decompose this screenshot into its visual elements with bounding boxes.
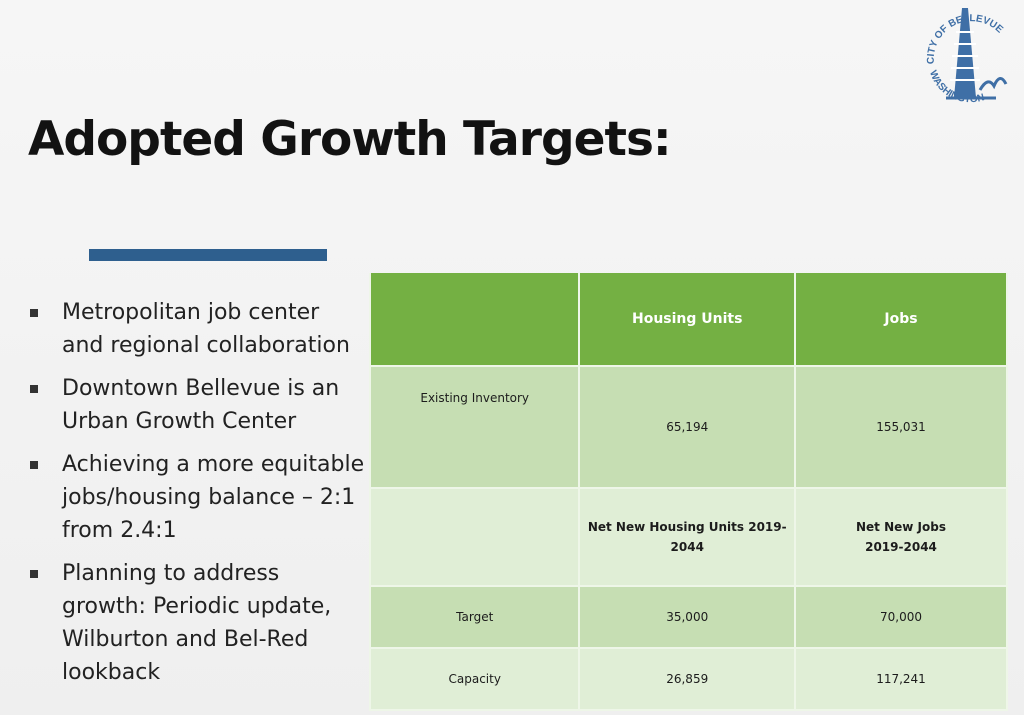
table-cell: 155,031: [794, 365, 1008, 489]
bullet-list: Metropolitan job center and regional col…: [26, 296, 366, 699]
table-header-cell: [368, 273, 581, 367]
bullet-item: Achieving a more equitable jobs/housing …: [26, 448, 366, 547]
page-title: Adopted Growth Targets:: [28, 112, 672, 167]
table-cell: 70,000: [794, 585, 1008, 649]
table-cell: 26,859: [578, 647, 797, 711]
table-cell: Net New Jobs 2019-2044: [794, 487, 1008, 587]
table-cell: Capacity: [368, 647, 581, 711]
bellevue-city-seal: CITY OF BELLEVUE WASHINGTON: [926, 8, 1008, 105]
table-cell: Target: [368, 585, 581, 649]
table-row: Capacity 26,859 117,241: [368, 647, 1008, 711]
bullet-text: Planning to address growth: Periodic upd…: [62, 561, 332, 685]
table-header-cell: Jobs: [794, 273, 1008, 367]
bullet-item: Downtown Bellevue is an Urban Growth Cen…: [26, 372, 366, 438]
table-cell: Existing Inventory: [368, 365, 581, 489]
accent-bar: [89, 249, 327, 261]
table-row: Target 35,000 70,000: [368, 585, 1008, 649]
bullet-square-icon: [30, 309, 38, 317]
bullet-text: Downtown Bellevue is an Urban Growth Cen…: [62, 376, 340, 434]
table-header-cell: Housing Units: [578, 273, 797, 367]
table-header-row: Housing Units Jobs: [368, 273, 1008, 367]
bullet-text: Metropolitan job center and regional col…: [62, 300, 350, 358]
growth-targets-table: Housing Units Jobs Existing Inventory 65…: [368, 273, 1008, 711]
bullet-text: Achieving a more equitable jobs/housing …: [62, 452, 365, 543]
table-row: Existing Inventory 65,194 155,031: [368, 365, 1008, 489]
table-cell-text: Net New Housing Units 2019-2044: [587, 520, 787, 554]
table-cell: 35,000: [578, 585, 797, 649]
table-cell: 117,241: [794, 647, 1008, 711]
bullet-square-icon: [30, 461, 38, 469]
table-row: Net New Housing Units 2019-2044 Net New …: [368, 487, 1008, 587]
table-cell: Net New Housing Units 2019-2044: [578, 487, 797, 587]
table-cell: 65,194: [578, 365, 797, 489]
table-cell-text: Net New Jobs 2019-2044: [856, 520, 946, 554]
bullet-square-icon: [30, 570, 38, 578]
bullet-square-icon: [30, 385, 38, 393]
table-cell: [368, 487, 581, 587]
bullet-item: Planning to address growth: Periodic upd…: [26, 557, 366, 689]
bullet-item: Metropolitan job center and regional col…: [26, 296, 366, 362]
